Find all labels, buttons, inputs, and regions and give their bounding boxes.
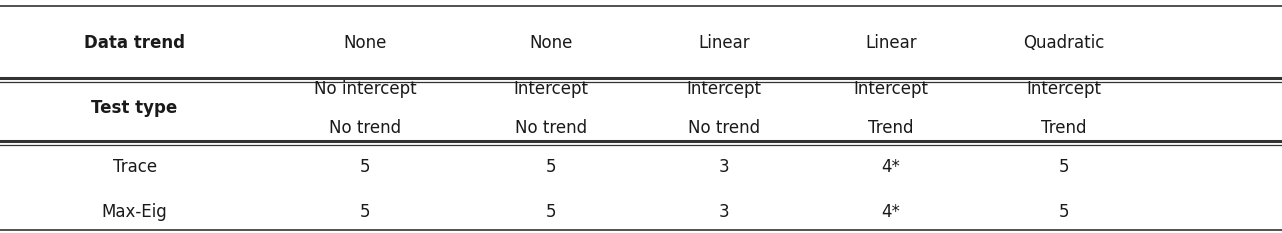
Text: 5: 5 xyxy=(546,203,556,221)
Text: 3: 3 xyxy=(719,203,729,221)
Text: Trend: Trend xyxy=(1041,119,1087,137)
Text: Intercept: Intercept xyxy=(514,79,588,98)
Text: Intercept: Intercept xyxy=(687,79,762,98)
Text: Trend: Trend xyxy=(868,119,914,137)
Text: 5: 5 xyxy=(360,158,370,176)
Text: Data trend: Data trend xyxy=(85,34,185,52)
Text: Trace: Trace xyxy=(113,158,156,176)
Text: Linear: Linear xyxy=(865,34,917,52)
Text: 4*: 4* xyxy=(882,203,900,221)
Text: 3: 3 xyxy=(719,158,729,176)
Text: 5: 5 xyxy=(1059,158,1069,176)
Text: Max-Eig: Max-Eig xyxy=(101,203,168,221)
Text: No trend: No trend xyxy=(515,119,587,137)
Text: Linear: Linear xyxy=(699,34,750,52)
Text: No trend: No trend xyxy=(329,119,401,137)
Text: Quadratic: Quadratic xyxy=(1023,34,1105,52)
Text: None: None xyxy=(344,34,387,52)
Text: No trend: No trend xyxy=(688,119,760,137)
Text: No intercept: No intercept xyxy=(314,79,417,98)
Text: Intercept: Intercept xyxy=(854,79,928,98)
Text: 4*: 4* xyxy=(882,158,900,176)
Text: 5: 5 xyxy=(360,203,370,221)
Text: 5: 5 xyxy=(1059,203,1069,221)
Text: None: None xyxy=(529,34,573,52)
Text: 5: 5 xyxy=(546,158,556,176)
Text: Test type: Test type xyxy=(91,99,178,117)
Text: Intercept: Intercept xyxy=(1027,79,1101,98)
